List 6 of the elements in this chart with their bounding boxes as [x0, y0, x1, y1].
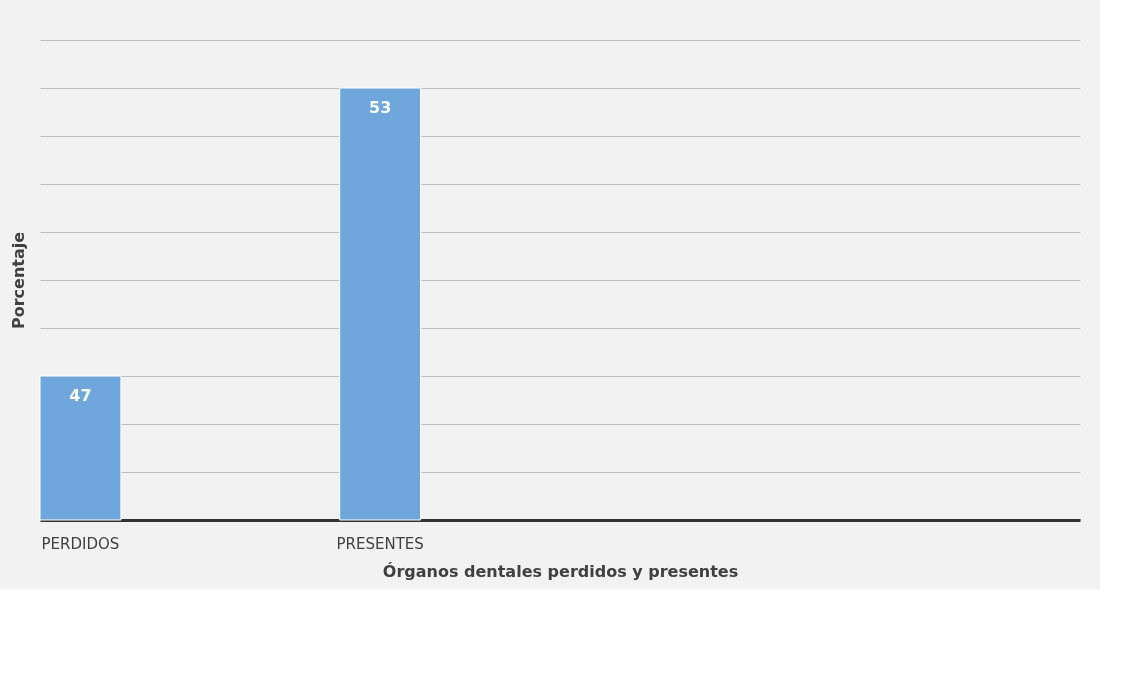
data-label: 47	[69, 386, 92, 405]
x-tick-label: PERDIDOS	[41, 534, 120, 553]
data-label: 53	[369, 98, 392, 117]
x-axis-title: Órganos dentales perdidos y presentes	[382, 561, 739, 581]
x-tick-label: PRESENTES	[336, 534, 424, 553]
y-axis-title: Porcentaje	[8, 231, 28, 330]
